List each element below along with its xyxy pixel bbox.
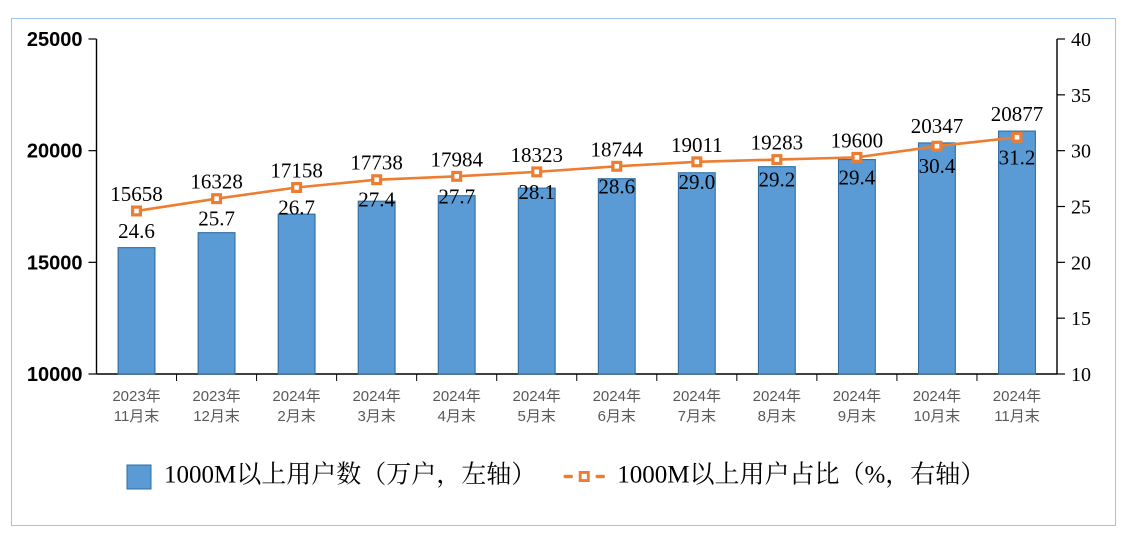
svg-text:2024年: 2024年 bbox=[593, 388, 641, 405]
svg-text:2024年: 2024年 bbox=[833, 388, 881, 405]
svg-text:6月末: 6月末 bbox=[598, 408, 636, 425]
svg-text:1000M以上用户占比（%，右轴）: 1000M以上用户占比（%，右轴） bbox=[617, 461, 985, 489]
svg-text:29.2: 29.2 bbox=[758, 168, 795, 192]
svg-text:20000: 20000 bbox=[27, 141, 83, 163]
svg-text:2024年: 2024年 bbox=[673, 388, 721, 405]
svg-text:20: 20 bbox=[1071, 252, 1091, 274]
svg-text:31.2: 31.2 bbox=[999, 145, 1036, 169]
svg-text:17158: 17158 bbox=[270, 159, 323, 183]
svg-text:30: 30 bbox=[1071, 141, 1091, 163]
svg-text:12月末: 12月末 bbox=[193, 408, 240, 425]
svg-text:19283: 19283 bbox=[751, 131, 804, 155]
svg-text:29.4: 29.4 bbox=[839, 165, 876, 189]
svg-text:2024年: 2024年 bbox=[272, 388, 320, 405]
svg-text:15000: 15000 bbox=[27, 252, 83, 274]
svg-text:17984: 17984 bbox=[430, 147, 483, 171]
svg-text:25: 25 bbox=[1071, 197, 1091, 219]
svg-text:28.6: 28.6 bbox=[598, 174, 635, 198]
svg-text:27.4: 27.4 bbox=[358, 188, 395, 212]
svg-text:15658: 15658 bbox=[110, 182, 163, 206]
svg-text:26.7: 26.7 bbox=[278, 196, 315, 220]
svg-text:2024年: 2024年 bbox=[513, 388, 561, 405]
svg-text:29.0: 29.0 bbox=[678, 170, 715, 194]
svg-text:17738: 17738 bbox=[350, 151, 403, 175]
svg-text:25.7: 25.7 bbox=[198, 207, 235, 231]
svg-text:5月末: 5月末 bbox=[518, 408, 556, 425]
svg-text:18323: 18323 bbox=[510, 143, 563, 167]
svg-text:2月末: 2月末 bbox=[277, 408, 315, 425]
svg-text:16328: 16328 bbox=[190, 170, 243, 194]
svg-text:10月末: 10月末 bbox=[914, 408, 961, 425]
svg-text:7月末: 7月末 bbox=[678, 408, 716, 425]
svg-text:2023年: 2023年 bbox=[192, 388, 240, 405]
svg-text:19011: 19011 bbox=[671, 133, 723, 157]
svg-text:35: 35 bbox=[1071, 85, 1091, 107]
svg-text:2024年: 2024年 bbox=[993, 388, 1041, 405]
svg-text:27.7: 27.7 bbox=[438, 184, 475, 208]
svg-text:2024年: 2024年 bbox=[913, 388, 961, 405]
svg-text:1000M以上用户数（万户，左轴）: 1000M以上用户数（万户，左轴） bbox=[164, 461, 536, 489]
svg-text:28.1: 28.1 bbox=[518, 180, 555, 204]
svg-text:8月末: 8月末 bbox=[758, 408, 796, 425]
svg-text:4月末: 4月末 bbox=[438, 408, 476, 425]
svg-text:20877: 20877 bbox=[991, 102, 1044, 126]
svg-text:11月末: 11月末 bbox=[994, 408, 1040, 425]
svg-text:20347: 20347 bbox=[911, 114, 964, 138]
svg-text:40: 40 bbox=[1071, 29, 1091, 51]
svg-text:18744: 18744 bbox=[591, 137, 644, 161]
svg-text:30.4: 30.4 bbox=[919, 154, 956, 178]
svg-text:2024年: 2024年 bbox=[352, 388, 400, 405]
svg-text:15: 15 bbox=[1071, 308, 1091, 330]
svg-text:2024年: 2024年 bbox=[753, 388, 801, 405]
svg-text:24.6: 24.6 bbox=[118, 219, 155, 243]
svg-text:2023年: 2023年 bbox=[112, 388, 160, 405]
svg-text:3月末: 3月末 bbox=[357, 408, 395, 425]
svg-text:11月末: 11月末 bbox=[114, 408, 160, 425]
svg-text:10000: 10000 bbox=[27, 364, 83, 386]
svg-text:10: 10 bbox=[1071, 364, 1091, 386]
svg-text:25000: 25000 bbox=[27, 29, 83, 51]
svg-text:9月末: 9月末 bbox=[838, 408, 876, 425]
svg-text:2024年: 2024年 bbox=[433, 388, 481, 405]
svg-text:19600: 19600 bbox=[831, 128, 884, 152]
